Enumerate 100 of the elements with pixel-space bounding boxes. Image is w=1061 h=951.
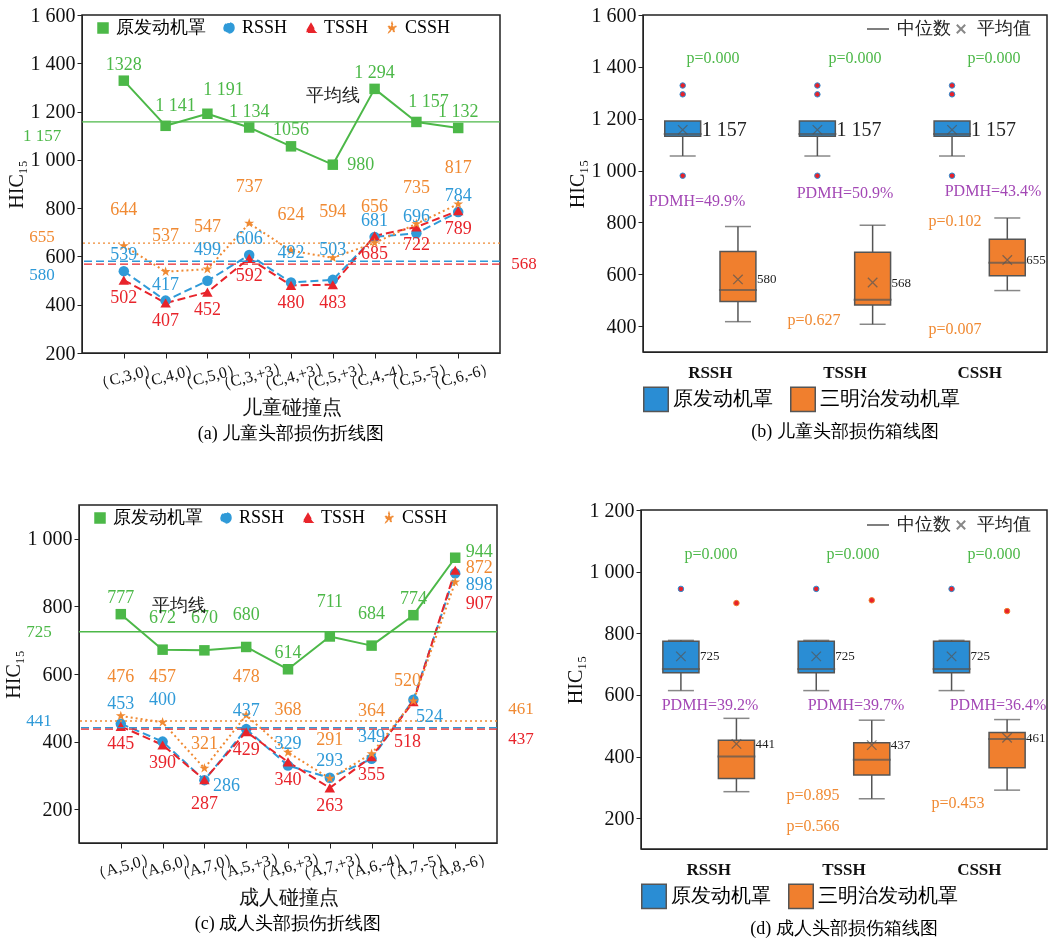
- data-label: 349: [358, 725, 386, 746]
- y-tick-label: 1 600: [30, 3, 76, 26]
- data-label: 696: [402, 206, 430, 227]
- data-label: 263: [316, 794, 344, 815]
- data-label: 980: [347, 153, 375, 174]
- annotation: 725: [970, 648, 991, 664]
- annotation: 441: [755, 735, 775, 751]
- data-label: 684: [358, 602, 386, 623]
- annotation: p=0.000: [826, 545, 880, 563]
- y-tick-label: 400: [45, 293, 76, 316]
- data-label: 476: [107, 665, 135, 686]
- ref-line-label: 441: [26, 710, 52, 730]
- data-label: 1056: [273, 119, 309, 140]
- x-tick-label: RSSH: [688, 362, 733, 382]
- y-tick-label: 200: [45, 341, 76, 364]
- annotation: 437: [890, 737, 911, 753]
- annotation: p=0.000: [967, 49, 1021, 67]
- y-tick-label: 400: [42, 730, 73, 753]
- legend-label: 原发动机罩: [671, 884, 771, 907]
- x-tick-label: TSSH: [822, 859, 866, 879]
- annotation: p=0.000: [684, 545, 738, 563]
- annotation: 1 157: [971, 117, 1017, 140]
- annotation: PDMH=50.9%: [796, 184, 894, 201]
- x-tick-label: TSSH: [823, 362, 867, 382]
- text: (c) 成人头部损伤折线图: [194, 913, 382, 935]
- legend-label: 原发动机罩: [116, 17, 206, 37]
- data-label: 1 134: [228, 100, 270, 121]
- data-label: 644: [110, 198, 138, 219]
- legend-label: 三明治发动机罩: [818, 884, 958, 907]
- data-label: 614: [274, 642, 302, 663]
- y-tick-label: 1 000: [30, 148, 76, 171]
- legend-label: 原发动机罩: [113, 507, 203, 527]
- data-label: 606: [235, 227, 263, 248]
- ref-line-label: 437: [508, 729, 535, 749]
- data-label: 364: [358, 699, 386, 720]
- annotation: 568: [891, 274, 912, 290]
- data-label: 483: [319, 291, 347, 312]
- legend-label: 原发动机罩: [673, 387, 773, 410]
- data-label: 735: [402, 176, 430, 197]
- data-label: 429: [232, 738, 260, 759]
- y-tick-label: 1 200: [30, 100, 76, 123]
- data-label: 457: [149, 666, 177, 687]
- annotation: 平均线: [305, 84, 360, 105]
- data-label: 492: [277, 241, 305, 262]
- data-label: 293: [316, 749, 344, 770]
- data-label: 368: [274, 699, 302, 720]
- data-label: 453: [107, 692, 135, 713]
- data-label: 502: [110, 287, 138, 308]
- data-label: 340: [274, 768, 302, 789]
- annotation: 平均值: [977, 514, 1031, 534]
- data-label: 817: [444, 157, 472, 178]
- data-label: 321: [190, 733, 218, 754]
- legend-label: 三明治发动机罩: [820, 387, 960, 410]
- annotation: PDMH=39.7%: [807, 696, 905, 713]
- y-axis-title: HIC₁₅: [563, 655, 586, 705]
- annotation: p=0.000: [967, 545, 1021, 563]
- data-label: 503: [319, 238, 347, 259]
- data-label: 478: [232, 666, 260, 687]
- data-label: 437: [232, 700, 260, 721]
- annotation: p=0.627: [787, 311, 841, 329]
- text: (a) 儿童头部损伤折线图: [197, 423, 385, 445]
- text: (b) 儿童头部损伤箱线图: [751, 421, 939, 442]
- data-label: 624: [277, 203, 305, 224]
- data-label: 480: [277, 292, 305, 313]
- annotation: p=0.000: [828, 49, 882, 67]
- legend-label: CSSH: [402, 507, 448, 527]
- ref-line-label: 725: [26, 621, 52, 641]
- y-tick-label: 1 600: [591, 3, 637, 26]
- y-tick-label: 1 000: [27, 527, 73, 550]
- y-axis-title: HIC₁₅: [565, 159, 588, 209]
- y-tick-label: 400: [606, 314, 637, 337]
- y-tick-label: 600: [604, 683, 635, 706]
- data-label: 1 141: [155, 94, 196, 115]
- ref-line-label: 1 157: [22, 125, 62, 145]
- data-label: 685: [361, 242, 389, 263]
- data-label: 524: [415, 705, 443, 726]
- data-label: 537: [152, 224, 180, 245]
- legend-label: CSSH: [405, 17, 451, 37]
- ref-line-label: 568: [511, 254, 537, 274]
- data-label: 400: [149, 688, 177, 709]
- legend-label: TSSH: [324, 17, 369, 37]
- legend-label: RSSH: [242, 17, 288, 37]
- data-label: 789: [444, 217, 472, 238]
- x-tick-label: CSSH: [957, 362, 1002, 382]
- y-axis-title: HIC₁₅: [4, 160, 27, 209]
- ref-line-label: 580: [29, 265, 55, 285]
- data-label: 407: [152, 310, 180, 331]
- annotation: 1 157: [701, 117, 747, 140]
- data-label: 1 294: [354, 61, 395, 82]
- annotation: 1 157: [836, 117, 882, 140]
- data-label: 547: [193, 216, 221, 237]
- y-tick-label: 1 200: [589, 498, 635, 521]
- data-label: 539: [110, 244, 138, 265]
- data-label: 390: [149, 751, 177, 772]
- annotation: PDMH=39.2%: [661, 696, 759, 713]
- data-label: 445: [107, 733, 135, 754]
- data-label: 722: [402, 233, 430, 254]
- y-tick-label: 400: [604, 745, 635, 768]
- annotation: 中位数: [897, 18, 951, 38]
- y-tick-label: 1 200: [591, 107, 637, 130]
